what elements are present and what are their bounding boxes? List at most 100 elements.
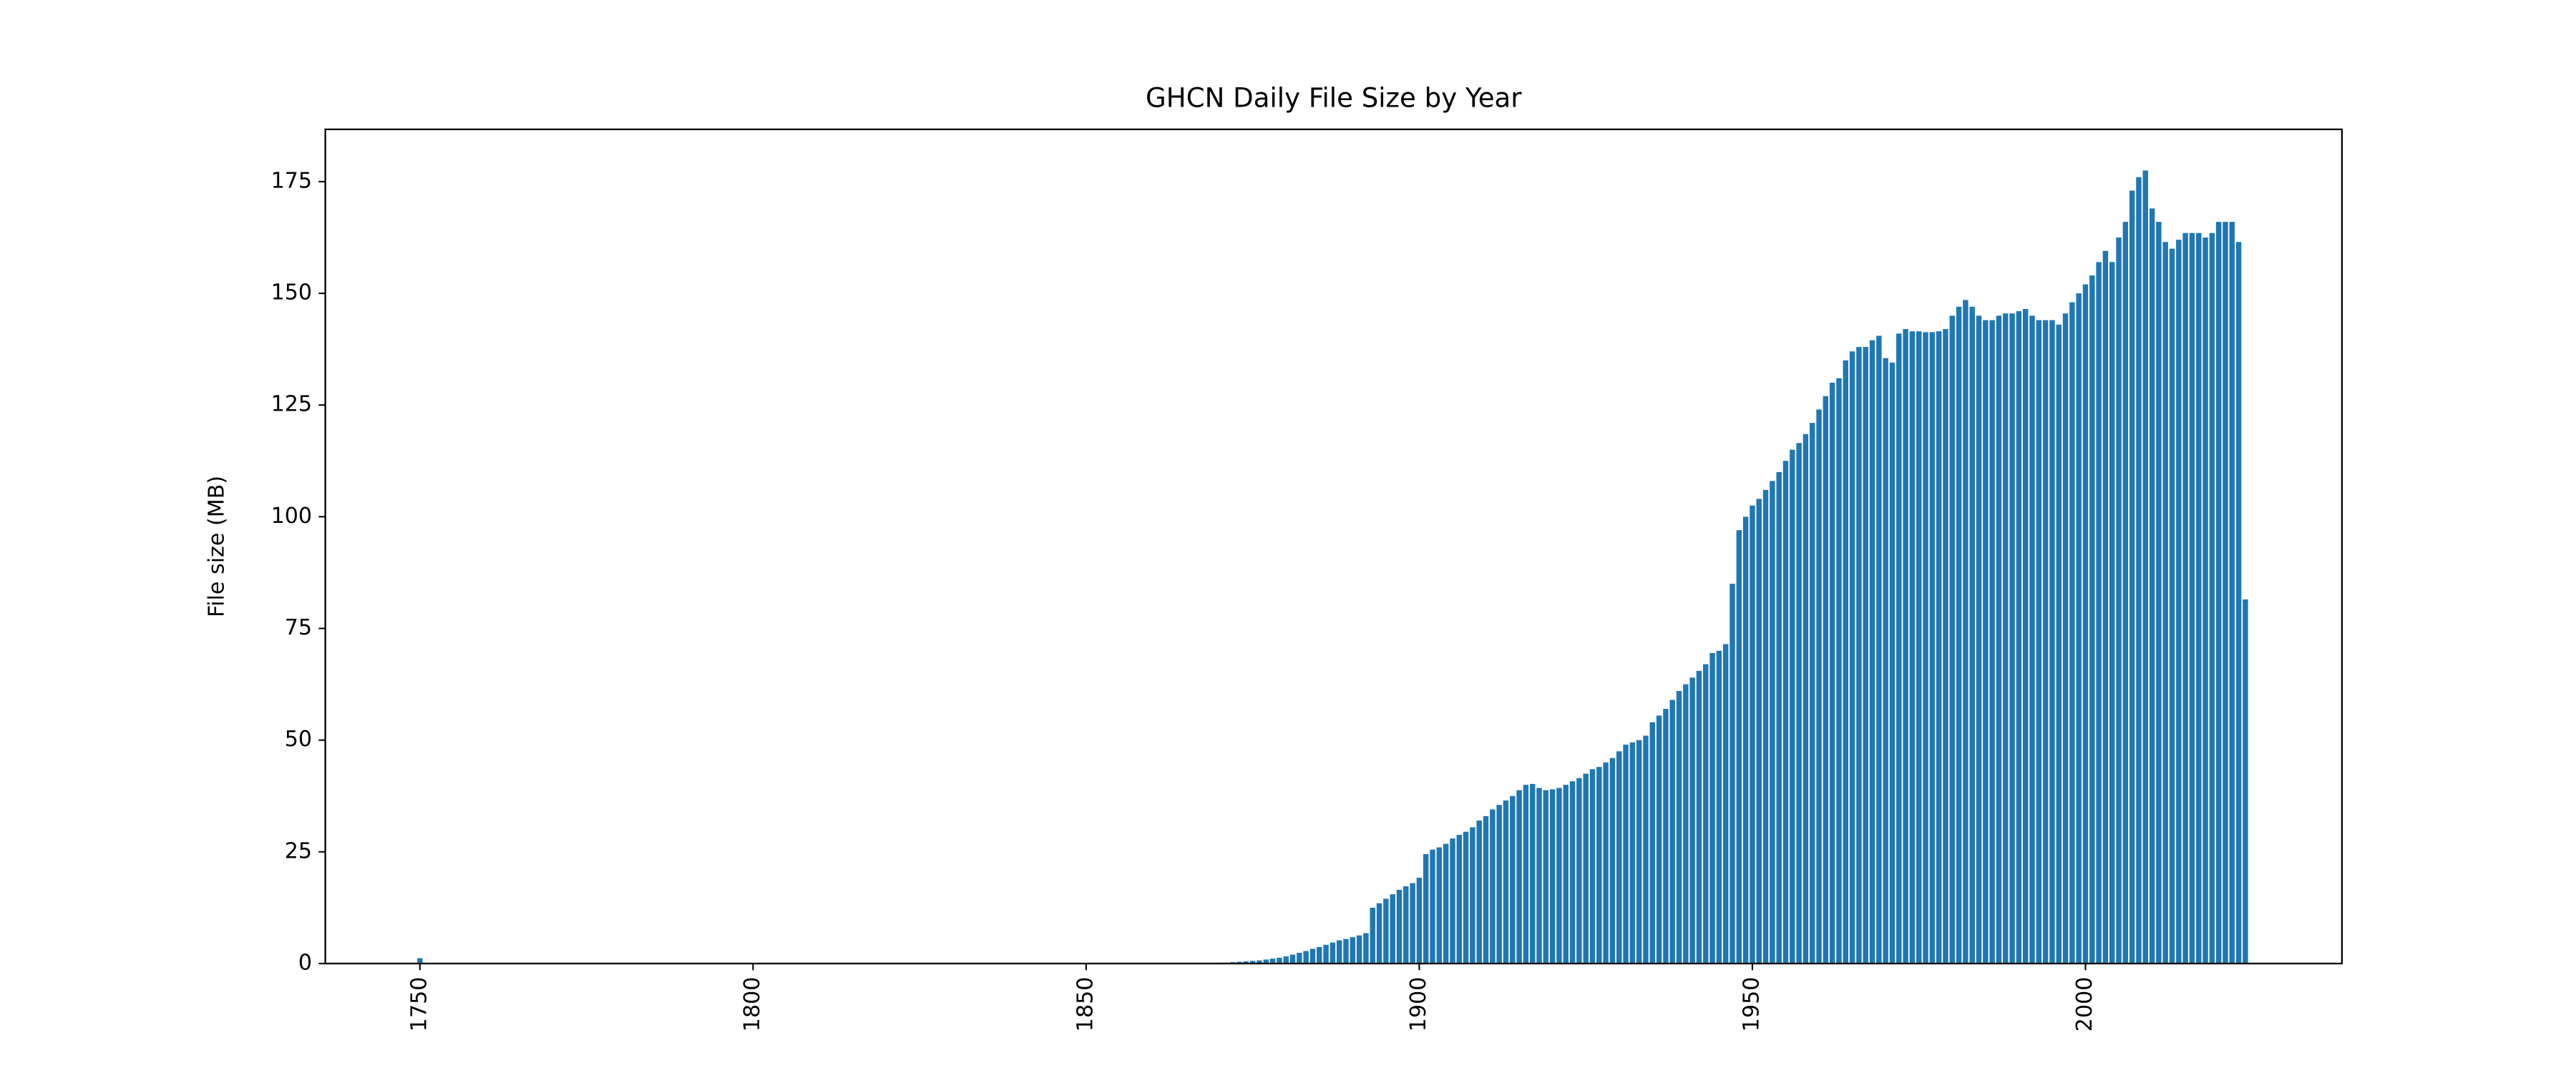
x-tick-label: 1750 (406, 977, 431, 1032)
bar (1543, 790, 1549, 964)
bar (1663, 708, 1669, 964)
y-axis-label: File size (MB) (204, 476, 229, 617)
bar (1896, 333, 1902, 964)
bar (1436, 847, 1443, 964)
x-tick-label: 1950 (1739, 977, 1764, 1032)
bar (1956, 306, 1962, 964)
bar (1643, 735, 1649, 964)
y-tick-label: 25 (285, 838, 312, 863)
bar (1976, 315, 1982, 964)
bar (2022, 308, 2029, 964)
bar (1523, 785, 1529, 964)
bar (1863, 347, 1868, 964)
bar (2149, 208, 2155, 964)
bar (1903, 329, 1908, 964)
bar (1263, 959, 1269, 964)
bar (2156, 222, 2162, 964)
bar (2042, 320, 2049, 964)
chart-title: GHCN Daily File Size by Year (1146, 83, 1522, 114)
bar (1849, 351, 1855, 964)
bar (1816, 409, 1822, 964)
bar (1583, 773, 1589, 964)
bar (1823, 396, 1829, 964)
bar (2142, 170, 2149, 964)
bar (417, 958, 423, 964)
bar (2136, 177, 2142, 964)
bar (1936, 331, 1942, 964)
bar (1510, 795, 1516, 964)
bar (1843, 360, 1849, 964)
bar (1736, 530, 1742, 964)
bar (2096, 262, 2102, 964)
bar (2009, 313, 2015, 964)
bar (1716, 650, 1722, 964)
bar (1869, 340, 1875, 964)
bar (1243, 961, 1249, 964)
bar (2056, 324, 2062, 964)
bar (1762, 489, 1769, 964)
bar (1776, 471, 1782, 964)
y-tick-label: 75 (285, 615, 312, 640)
bar (1569, 781, 1576, 964)
bar (1790, 449, 1795, 964)
bar (1909, 331, 1916, 964)
bar (1376, 903, 1382, 964)
bar (2036, 320, 2042, 964)
bar (1943, 329, 1948, 964)
bar (1923, 332, 1928, 964)
bar (2062, 313, 2069, 964)
bar (1649, 722, 1656, 964)
bar (1969, 306, 1975, 964)
bar (1676, 690, 1682, 964)
bar (1889, 362, 1896, 964)
bar (1323, 944, 1329, 964)
bar (1516, 790, 1522, 964)
bar (2049, 320, 2055, 964)
bar (1596, 767, 1602, 964)
bar (1476, 820, 1482, 964)
bar (1929, 332, 1936, 964)
bar (1370, 907, 1375, 964)
bar (1609, 758, 1616, 964)
bar (1796, 443, 1802, 964)
bar (1483, 815, 1489, 964)
bar (1470, 827, 1475, 964)
bar (1456, 835, 1463, 964)
bar (1669, 700, 1675, 964)
y-tick-label: 125 (271, 392, 313, 417)
bar (2243, 599, 2248, 964)
bar (1350, 937, 1356, 964)
bar (1916, 331, 1922, 964)
bar (2003, 313, 2009, 964)
bar (1563, 785, 1568, 964)
bar (1989, 320, 1995, 964)
bar (1996, 315, 2002, 964)
bar (1689, 677, 1695, 964)
bar (1450, 838, 1455, 964)
bar (1856, 347, 1862, 964)
x-tick-label: 1900 (1406, 977, 1431, 1032)
bar (1742, 516, 1749, 964)
bar (1709, 652, 1715, 964)
bar (1416, 878, 1423, 964)
bar (2089, 275, 2095, 964)
bar (1576, 778, 1582, 964)
bar (1236, 961, 1242, 964)
bar (1396, 889, 1402, 964)
bar (1269, 959, 1276, 964)
bar (1277, 957, 1282, 964)
plot-frame (324, 128, 2343, 965)
bar (1829, 382, 1835, 964)
bar (1629, 742, 1636, 964)
y-tick-label: 50 (285, 727, 312, 752)
bar (1782, 461, 1789, 964)
bar (1317, 946, 1322, 964)
bar (1656, 715, 1662, 964)
bar (2016, 311, 2022, 964)
bar (1356, 935, 1362, 964)
y-tick-label: 100 (271, 504, 313, 529)
bar (2069, 302, 2075, 964)
bar (2229, 222, 2235, 964)
bar (1589, 769, 1596, 964)
bar (2215, 222, 2222, 964)
